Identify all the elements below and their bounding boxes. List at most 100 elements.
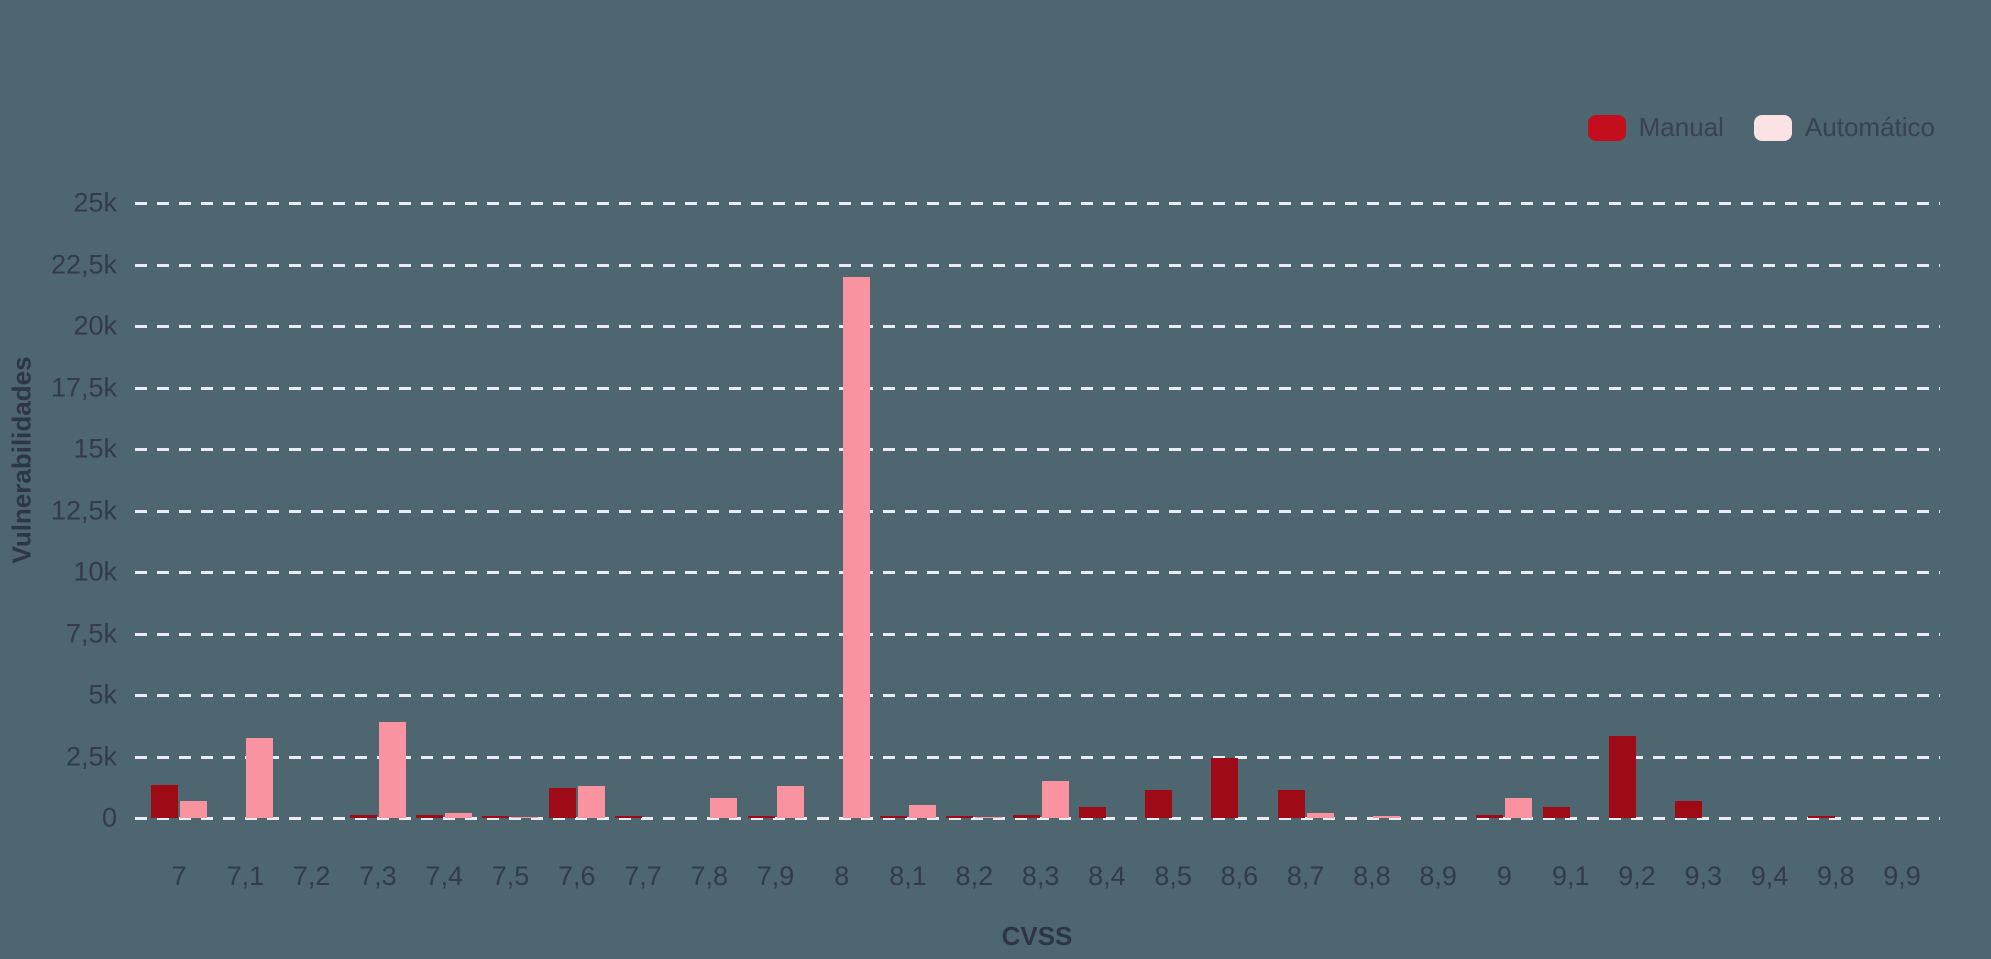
gridline-17,5k [135,386,1940,390]
category-slot-8,9: 8,9 [1405,203,1471,891]
bar-automático-8,2[interactable] [975,817,1003,818]
bar-automático-7,4[interactable] [445,813,473,818]
bar-manual-8,5[interactable] [1145,790,1173,818]
bar-slots: 7 7,1 7,2 7,3 7,4 7,5 7,6 7,7 7,8 7,9 8 8,1 8,2 8,3 8,… [146,203,1935,891]
x-tick-label-7,6: 7,6 [557,861,596,891]
category-slot-7,2: 7,2 [279,203,345,891]
x-tick-label-7,8: 7,8 [690,861,729,891]
bar-manual-7,3[interactable] [349,815,377,818]
bar-manual-9,8[interactable] [1807,816,1835,818]
x-tick-label-9,4: 9,4 [1750,861,1789,891]
category-slot-7,7: 7,7 [610,203,676,891]
y-tick-label-20k: 20k [73,310,117,341]
x-tick-label-7: 7 [171,861,187,891]
bar-manual-9,2[interactable] [1608,736,1636,818]
bar-manual-7[interactable] [151,785,179,818]
gridline-15k [135,448,1940,451]
gridline-20k [135,325,1940,328]
gridline-12,5k [135,509,1940,513]
bar-manual-8,3[interactable] [1012,815,1040,818]
bar-automático-8,7[interactable] [1306,813,1334,818]
y-tick-label-15k: 15k [73,433,117,464]
category-slot-7,6: 7,6 [544,203,610,891]
gridline-25k [135,202,1940,205]
bar-automático-8,8[interactable] [1372,816,1400,818]
bar-automático-8,3[interactable] [1041,781,1069,818]
gridline-5k [135,694,1940,697]
y-tick-label-2,5k: 2,5k [65,741,117,771]
x-tick-label-8,3: 8,3 [1021,861,1060,891]
bar-manual-8,7[interactable] [1277,790,1305,818]
category-slot-9,9: 9,9 [1869,203,1935,891]
bar-manual-9[interactable] [1476,815,1504,818]
y-tick-label-22,5k: 22,5k [50,249,117,279]
category-slot-8,7: 8,7 [1273,203,1339,891]
x-tick-label-8,8: 8,8 [1353,861,1391,891]
x-tick-label-7,5: 7,5 [491,861,530,891]
category-slot-9: 9 [1471,203,1537,891]
category-slot-9,2: 9,2 [1604,203,1670,891]
y-tick-label-0: 0 [101,802,117,833]
bar-automático-7,6[interactable] [577,786,605,818]
bar-manual-8,1[interactable] [880,816,908,818]
y-tick-label-7,5k: 7,5k [65,618,117,648]
y-tick-label-10k: 10k [73,556,117,587]
manual-series-swatch-icon [1587,114,1626,141]
category-slot-9,1: 9,1 [1538,203,1604,891]
y-tick-label-25k: 25k [73,187,117,218]
x-tick-label-8: 8 [834,861,850,891]
x-tick-label-9: 9 [1496,861,1512,891]
legend-item-manual[interactable]: Manual [1587,112,1724,143]
bar-manual-8,6[interactable] [1211,758,1239,818]
gridline-22,5k [135,263,1940,267]
bar-automático-8,1[interactable] [909,805,937,818]
x-tick-label-7,2: 7,2 [292,861,331,891]
bar-manual-9,3[interactable] [1675,801,1703,818]
legend-label-automatico: Automático [1804,112,1935,142]
bar-automático-8[interactable] [842,277,870,818]
bar-manual-7,5[interactable] [482,816,510,818]
bar-manual-7,9[interactable] [747,816,775,818]
category-slot-8,1: 8,1 [875,203,941,891]
category-slot-8,2: 8,2 [941,203,1007,891]
category-slot-7,3: 7,3 [345,203,411,891]
bar-manual-8,2[interactable] [946,816,974,818]
bar-automático-7,8[interactable] [710,798,738,818]
y-tick-label-12,5k: 12,5k [50,495,117,525]
bar-manual-7,4[interactable] [416,815,444,818]
gridline-2,5k [135,755,1940,759]
category-slot-9,8: 9,8 [1803,203,1869,891]
x-tick-label-9,1: 9,1 [1551,861,1590,891]
bar-automático-7,3[interactable] [378,722,406,818]
category-slot-7,9: 7,9 [742,203,808,891]
category-slot-7,4: 7,4 [411,203,477,891]
automatico-series-swatch-icon [1753,114,1792,141]
bar-automático-7,5[interactable] [511,817,539,818]
category-slot-8,5: 8,5 [1140,203,1206,891]
bar-manual-9,1[interactable] [1542,807,1570,818]
bar-automático-7,1[interactable] [246,738,274,818]
bar-automático-7,9[interactable] [776,786,804,818]
x-tick-label-7,7: 7,7 [624,861,662,891]
x-tick-label-7,3: 7,3 [359,861,397,891]
bar-manual-8,4[interactable] [1078,807,1106,818]
category-slot-7,1: 7,1 [212,203,278,891]
category-slot-7,8: 7,8 [676,203,742,891]
x-axis-title: CVSS [1001,921,1073,951]
category-slot-7,5: 7,5 [477,203,543,891]
x-tick-label-8,1: 8,1 [889,861,927,891]
category-slot-9,4: 9,4 [1736,203,1802,891]
bar-automático-9[interactable] [1505,798,1533,818]
plot-area: 0 2,5k 5k 7,5k 10k 12,5k 15k 17,5k 20k 22,5k 25k 7… [51,188,1940,891]
gridline-0 [135,817,1940,820]
x-tick-label-8,2: 8,2 [955,861,994,891]
bar-manual-7,6[interactable] [548,788,576,818]
legend-item-automatico[interactable]: Automático [1753,112,1935,143]
category-slot-9,3: 9,3 [1670,203,1736,891]
x-tick-label-9,9: 9,9 [1883,861,1921,891]
bar-automático-7[interactable] [180,801,208,818]
category-slot-8,4: 8,4 [1074,203,1140,891]
category-slot-8,8: 8,8 [1339,203,1405,891]
bar-manual-7,7[interactable] [614,816,642,818]
y-tick-label-17,5k: 17,5k [50,372,117,402]
